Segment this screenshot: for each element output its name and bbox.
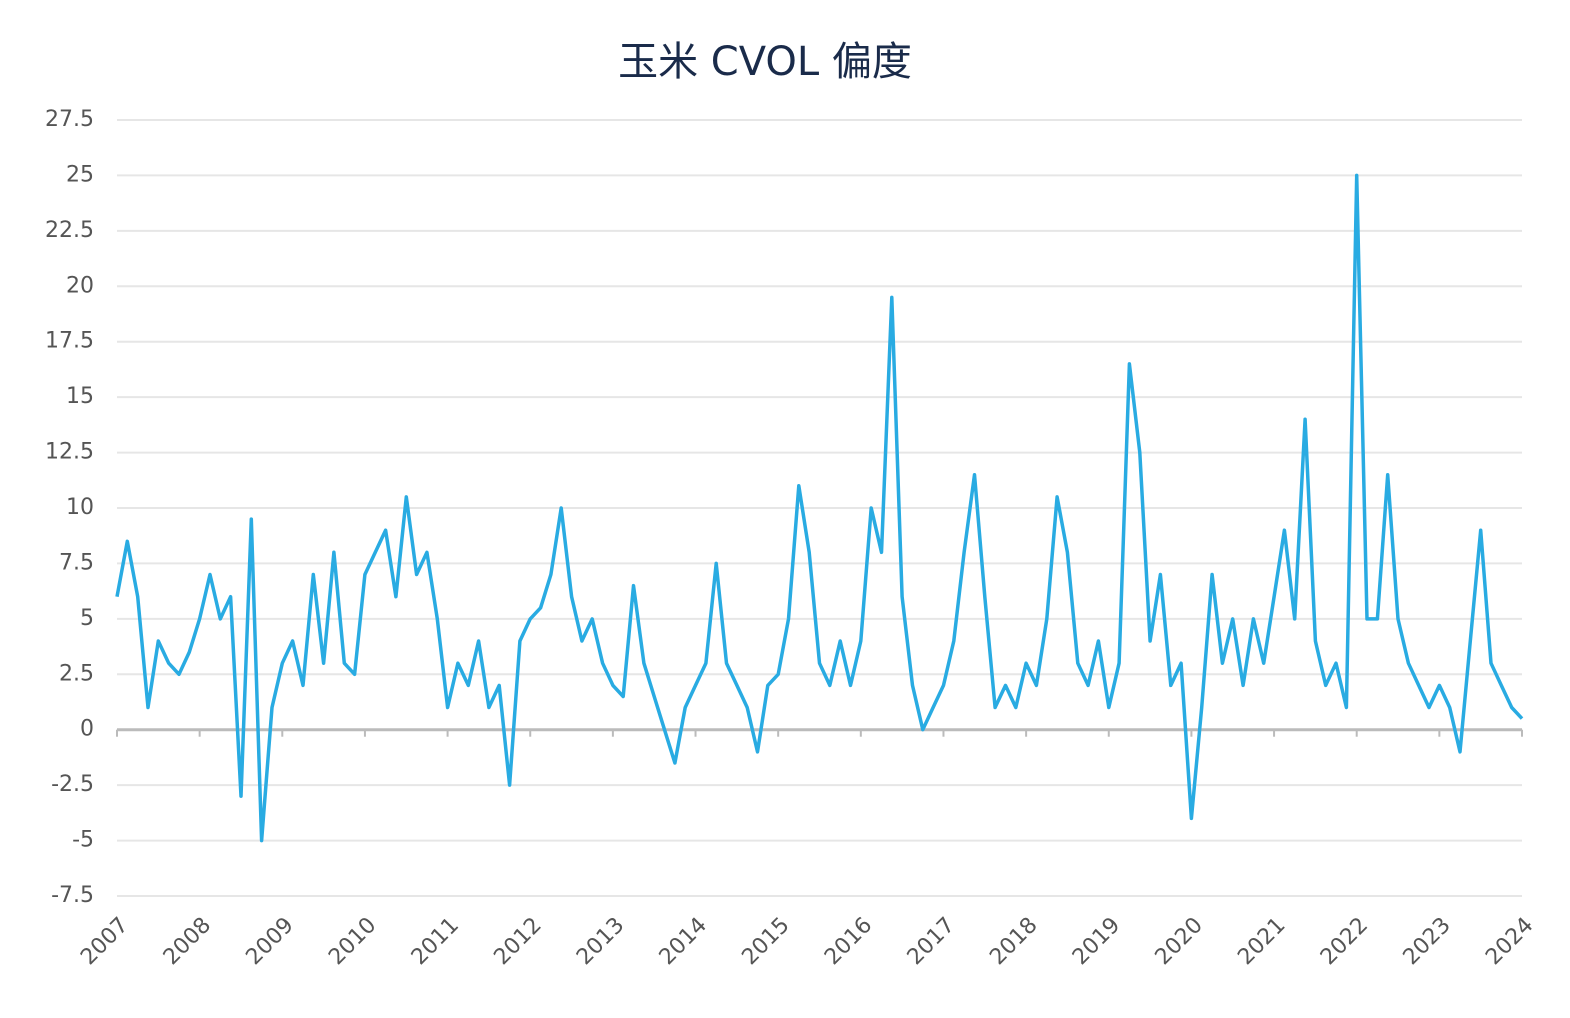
- y-tick-label: 17.5: [45, 329, 94, 354]
- x-tick-label: 2021: [1233, 913, 1290, 970]
- y-tick-label: 25: [66, 162, 94, 187]
- x-tick-label: 2014: [655, 913, 712, 970]
- chart-title: 玉米 CVOL 偏度: [618, 39, 912, 85]
- y-tick-label: 22.5: [45, 218, 94, 243]
- y-tick-label: -5: [72, 828, 94, 853]
- y-tick-label: 7.5: [59, 550, 94, 575]
- x-tick-label: 2018: [985, 913, 1042, 970]
- x-tick-label: 2019: [1068, 913, 1125, 970]
- x-tick-label: 2011: [407, 913, 464, 970]
- x-tick-label: 2013: [572, 913, 629, 970]
- y-tick-label: -7.5: [51, 883, 94, 908]
- x-tick-label: 2012: [489, 913, 546, 970]
- y-tick-label: 2.5: [59, 661, 94, 686]
- x-tick-label: 2007: [76, 913, 133, 970]
- x-tick-label: 2017: [903, 913, 960, 970]
- y-tick-label: 15: [66, 384, 94, 409]
- y-tick-label: 10: [66, 495, 94, 520]
- x-tick-label: 2015: [737, 913, 794, 970]
- y-tick-label: 5: [80, 606, 94, 631]
- x-tick-label: 2016: [820, 913, 877, 970]
- y-tick-label: 27.5: [45, 107, 94, 132]
- data-line: [115, 173, 1524, 843]
- x-tick-label: 2008: [159, 913, 216, 970]
- y-tick-label: -2.5: [51, 772, 94, 797]
- y-tick-label: 20: [66, 273, 94, 298]
- x-tick-label: 2010: [324, 913, 381, 970]
- x-tick-label: 2009: [242, 913, 299, 970]
- x-tick-label: 2020: [1151, 913, 1208, 970]
- x-tick-label: 2022: [1316, 913, 1373, 970]
- y-tick-label: 12.5: [45, 440, 94, 465]
- x-tick-label: 2023: [1399, 913, 1456, 970]
- x-tick-label: 2024: [1481, 913, 1538, 970]
- y-tick-label: 0: [80, 717, 94, 742]
